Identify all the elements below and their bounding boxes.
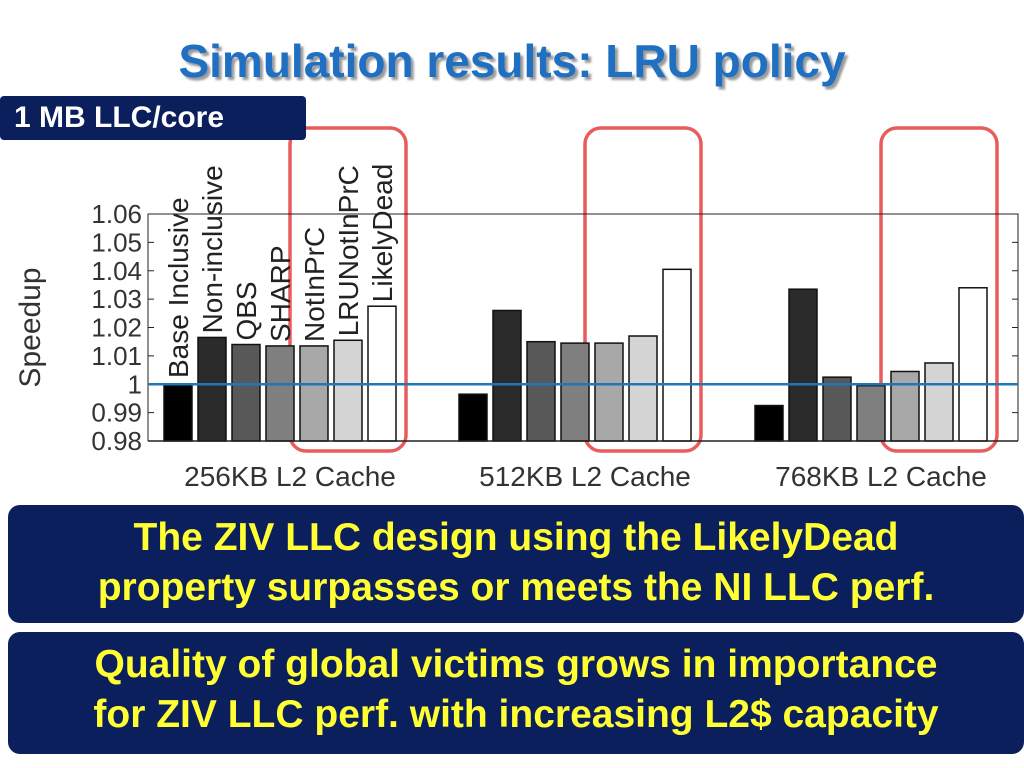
y-tick-label: 1.04 <box>91 256 142 286</box>
bar <box>560 342 590 442</box>
bar <box>958 287 988 442</box>
bar <box>197 336 227 442</box>
legend-label: Base Inclusive <box>163 197 194 378</box>
bar <box>594 342 624 442</box>
bar <box>333 339 363 442</box>
highlight-frames <box>288 126 999 453</box>
x-category-label: 512KB L2 Cache <box>479 461 691 492</box>
y-tick-label: 1.05 <box>91 227 142 257</box>
bar <box>458 393 488 442</box>
bars <box>163 268 988 442</box>
highlight-frame <box>288 126 408 453</box>
legend-label: QBS <box>231 281 262 340</box>
y-axis-label: Speedup <box>14 267 47 387</box>
conclusion-panel-2: Quality of global victims grows in impor… <box>8 632 1024 754</box>
bar <box>662 268 692 442</box>
rotated-legend-labels: Base Inclusive Non-inclusive QBS SHARP NotIn… <box>163 164 398 378</box>
llc-size-badge: 1 MB LLC/core <box>0 96 306 140</box>
slide-title: Simulation results: LRU policy <box>178 35 846 87</box>
bar <box>856 384 886 442</box>
bar <box>890 370 920 442</box>
bar <box>367 305 397 442</box>
legend-label: LRUNotInPrC <box>333 165 364 336</box>
y-tick-label: 1 <box>128 369 142 399</box>
legend-label: Non-inclusive <box>197 165 228 333</box>
legend-label: SHARP <box>265 245 296 341</box>
conclusion-1-line-1: The ZIV LLC design using the LikelyDead <box>133 516 899 559</box>
y-tick-label: 1.02 <box>91 313 142 343</box>
bar <box>265 345 295 442</box>
legend-label: NotInPrC <box>299 227 330 342</box>
highlight-frame <box>879 126 999 453</box>
bar <box>822 376 852 442</box>
conclusion-1-line-2: property surpasses or meets the NI LLC p… <box>97 566 935 609</box>
y-tick-label: 0.98 <box>91 426 142 456</box>
conclusion-2-line-2: for ZIV LLC perf. with increasing L2$ ca… <box>93 693 939 736</box>
y-tick-label: 1.01 <box>91 341 142 371</box>
bar <box>754 404 784 442</box>
highlight-frame <box>583 126 703 453</box>
bar <box>299 345 329 442</box>
legend-label: LikelyDead <box>367 164 398 303</box>
bar <box>163 383 193 442</box>
bar <box>526 340 556 442</box>
x-category-label: 768KB L2 Cache <box>775 461 987 492</box>
conclusion-panel-1: The ZIV LLC design using the LikelyDead … <box>8 505 1024 623</box>
y-tick-label: 1.03 <box>91 284 142 314</box>
bar <box>231 343 261 442</box>
bar <box>924 362 954 442</box>
bar <box>492 309 522 442</box>
y-tick-label: 1.06 <box>91 199 142 229</box>
x-category-label: 256KB L2 Cache <box>184 461 396 492</box>
y-tick-label: 0.99 <box>91 398 142 428</box>
conclusion-2-line-1: Quality of global victims grows in impor… <box>94 643 938 686</box>
bar <box>788 288 818 442</box>
bar <box>628 335 658 442</box>
